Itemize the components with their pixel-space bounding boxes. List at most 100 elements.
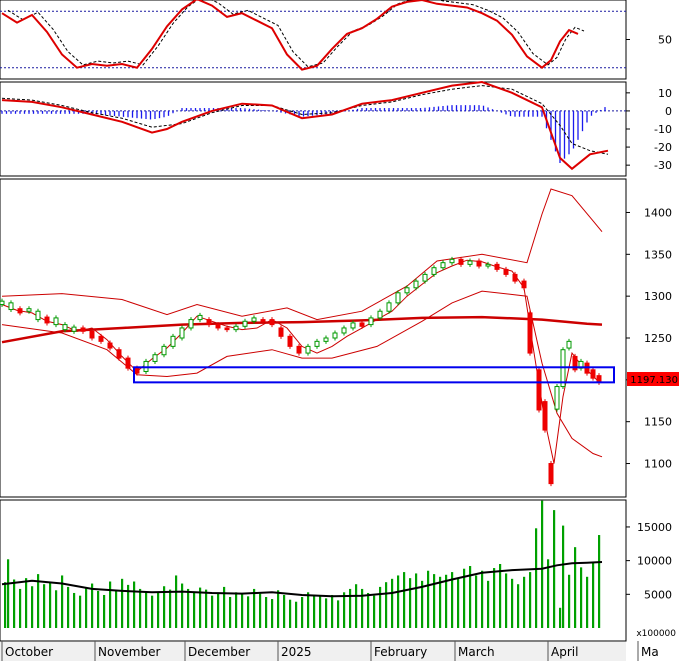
candle-up	[440, 262, 446, 269]
volume-bar	[139, 588, 142, 628]
candle-down	[527, 312, 533, 354]
volume-bar	[127, 584, 130, 628]
volume-bar	[229, 597, 232, 628]
candle-down	[512, 273, 518, 282]
macd-tick-label: -30	[654, 159, 672, 172]
candle-down	[107, 342, 113, 349]
month-label: October	[5, 645, 53, 659]
candle-down	[98, 335, 104, 342]
candle-down	[548, 463, 554, 485]
volume-bar	[193, 592, 196, 628]
volume-layer: 15000 10000 5000	[1, 500, 672, 628]
price-tick-label: 1100	[644, 458, 672, 471]
candle-down	[80, 327, 86, 332]
price-panel: 1400135013001250120011501100 1197.130	[0, 178, 679, 498]
candle-down	[359, 322, 365, 327]
volume-bar	[4, 582, 7, 628]
candle-down	[572, 355, 578, 371]
volume-bar	[211, 595, 214, 628]
volume-bar	[85, 588, 88, 628]
volume-tick-label: 15000	[637, 521, 672, 534]
volume-bar	[67, 586, 70, 628]
volume-bar	[271, 599, 274, 628]
candle-up	[188, 319, 194, 329]
volume-bar	[169, 589, 172, 628]
candle-up	[71, 326, 77, 332]
volume-bar	[91, 583, 94, 628]
candle-up	[341, 327, 347, 334]
month-label: Ma	[641, 645, 659, 659]
candle-down	[536, 369, 542, 411]
candle-up	[314, 340, 320, 347]
candle-up	[323, 337, 329, 342]
volume-bar	[205, 589, 208, 628]
volume-bar	[451, 572, 454, 628]
volume-bar	[265, 597, 268, 628]
volume-bar	[373, 595, 376, 628]
macd-tick-label: -20	[654, 141, 672, 154]
volume-bar	[586, 576, 589, 628]
volume-bar	[331, 594, 334, 628]
candle-down	[503, 268, 509, 275]
volume-bar	[187, 588, 190, 628]
macd-tick-label: -10	[654, 123, 672, 136]
volume-bar	[499, 564, 502, 628]
candle-down	[296, 345, 302, 354]
volume-bar	[562, 525, 565, 628]
volume-bar	[547, 559, 550, 628]
last-price-tag: 1197.130	[627, 372, 679, 386]
price-layer: 1400135013001250120011501100	[0, 188, 672, 487]
volume-bar	[553, 510, 556, 628]
volume-bar	[337, 600, 340, 628]
candle-down	[116, 349, 122, 359]
volume-bar	[37, 574, 40, 628]
volume-bar	[439, 576, 442, 628]
volume-bar	[7, 559, 10, 628]
volume-bar	[55, 590, 58, 628]
price-tick-label: 1300	[644, 290, 672, 303]
candle-up	[368, 317, 374, 326]
volume-bar	[517, 584, 520, 628]
candle-down	[542, 401, 548, 431]
candle-down	[590, 369, 596, 379]
oscillator-signal-line	[7, 0, 585, 68]
volume-bar	[313, 594, 316, 628]
volume-bar	[61, 575, 64, 628]
macd-panel: 10 0 -10 -20 -30	[0, 80, 672, 177]
volume-bar	[481, 570, 484, 628]
candle-up	[152, 354, 158, 362]
volume-bar	[361, 588, 364, 628]
candle-up	[0, 300, 5, 306]
volume-bar	[598, 535, 601, 628]
volume-bar	[163, 586, 166, 628]
volume-bar	[79, 595, 82, 628]
macd-signal-line	[1, 85, 609, 155]
volume-bar	[319, 596, 322, 628]
volume-bar	[307, 592, 310, 628]
candle-up	[35, 310, 41, 321]
volume-bar	[109, 581, 112, 628]
volume-bar	[19, 588, 22, 628]
volume-bar	[151, 595, 154, 628]
candle-down	[494, 263, 500, 270]
candle-up	[305, 345, 311, 354]
candle-down	[260, 319, 266, 322]
support-zone-box	[133, 366, 615, 384]
volume-bar	[235, 592, 238, 628]
volume-bar	[325, 598, 328, 628]
price-tick-label: 1250	[644, 332, 672, 345]
candle-up	[467, 260, 473, 265]
candle-up	[404, 287, 410, 294]
volume-bar	[541, 500, 544, 628]
volume-bar	[295, 601, 298, 628]
volume-bar	[355, 584, 358, 628]
volume-bar	[343, 592, 346, 628]
moving-average-line	[1, 315, 603, 344]
volume-unit-label: x100000	[636, 629, 676, 639]
volume-bar	[115, 590, 118, 628]
month-label: April	[551, 645, 578, 659]
volume-bar	[121, 578, 124, 628]
price-tick-label: 1400	[644, 206, 672, 219]
volume-bar	[73, 592, 76, 628]
volume-bar	[133, 581, 136, 628]
